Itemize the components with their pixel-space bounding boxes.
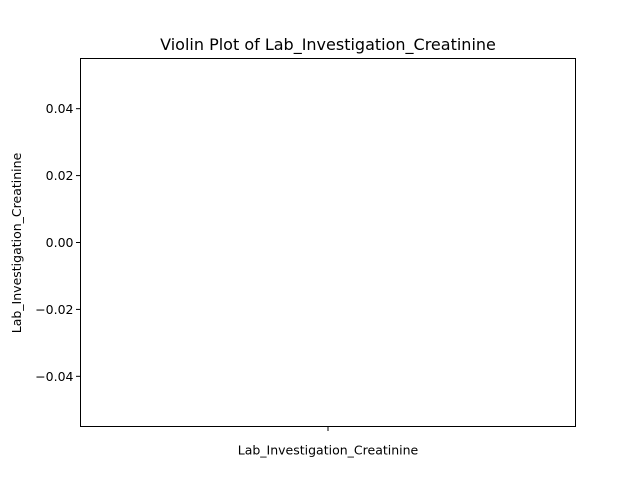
y-axis-ticks: −0.04 −0.02 0.00 0.02 0.04 (35, 101, 81, 384)
chart-title: Violin Plot of Lab_Investigation_Creatin… (160, 35, 496, 55)
x-axis-ticks: Lab_Investigation_Creatinine (238, 426, 419, 458)
x-tick-label: Lab_Investigation_Creatinine (238, 443, 419, 458)
plot-frame (80, 58, 576, 427)
y-tick-label: −0.04 (35, 369, 73, 384)
y-tick-label: −0.02 (35, 302, 73, 317)
y-axis-label: Lab_Investigation_Creatinine (9, 152, 24, 333)
y-tick-label: 0.04 (46, 101, 74, 116)
y-tick-label: 0.00 (46, 235, 74, 250)
y-tick-label: 0.02 (46, 168, 74, 183)
